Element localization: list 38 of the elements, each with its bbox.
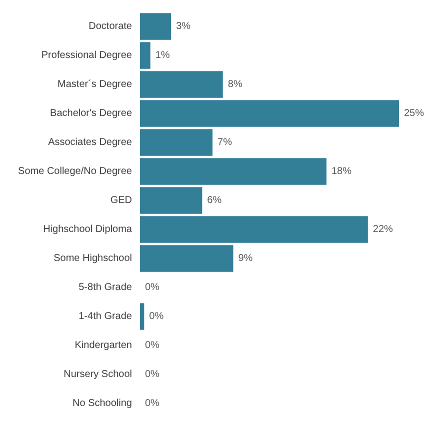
data-label: 8% [228,79,242,90]
bar [140,71,223,98]
data-label: 1% [155,50,170,61]
y-tick-label: Master´s Degree [58,79,132,90]
data-label: 25% [404,108,424,119]
y-tick-label: 5-8th Grade [78,282,132,293]
data-label: 18% [331,166,352,177]
data-label: 6% [207,195,222,206]
y-tick-label: Nursery School [64,369,132,380]
data-label: 0% [149,311,164,322]
data-label: 0% [145,398,160,409]
bar [140,100,399,127]
bar [140,216,368,243]
y-tick-label: Professional Degree [41,50,132,61]
bar [140,303,144,330]
y-tick-label: Associates Degree [48,137,132,148]
y-tick-label: Bachelor's Degree [50,108,132,119]
y-tick-label: GED [110,195,132,206]
data-label: 0% [145,282,160,293]
bar [140,13,172,40]
data-label: 7% [218,137,232,148]
data-label: 0% [145,369,160,380]
y-tick-label: Highschool Diploma [43,224,132,235]
bar [140,245,234,272]
data-label: 22% [372,224,394,235]
y-tick-label: No Schooling [72,398,132,409]
y-tick-label: Kindergarten [74,340,132,351]
bar [140,129,213,156]
data-label: 0% [145,340,160,351]
y-tick-label: Some Highschool [54,253,132,264]
bar [140,187,202,214]
y-tick-label: 1-4th Grade [78,311,132,322]
data-label: 9% [238,253,253,264]
y-tick-label: Some College/No Degree [18,166,132,177]
bar [140,158,326,185]
y-tick-label: Doctorate [88,21,132,32]
data-label: 3% [176,21,191,32]
bar [140,42,150,69]
